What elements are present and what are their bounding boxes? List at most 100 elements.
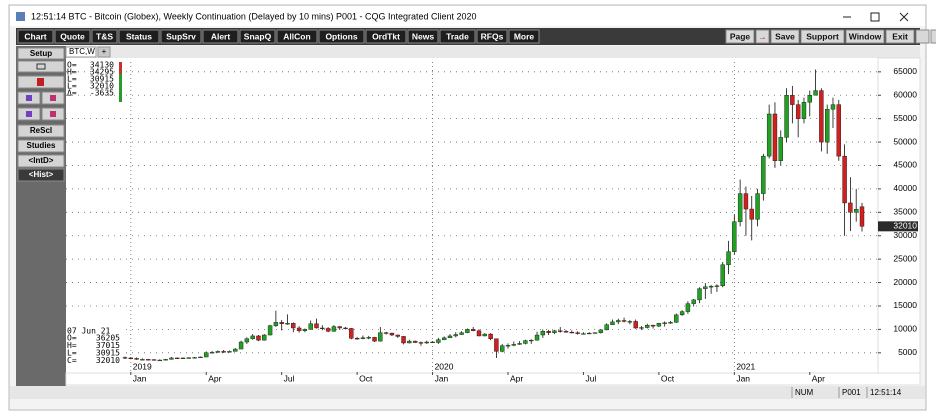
toolbar-button[interactable]: [800, 29, 845, 44]
candle-body: [534, 334, 540, 341]
toolbar-button[interactable]: [508, 29, 540, 44]
toolbar-button[interactable]: [318, 29, 365, 44]
y-tick-label: 40000: [893, 183, 917, 193]
status-item: NUM: [795, 388, 814, 397]
candle-body: [778, 137, 783, 162]
candle-body: [558, 330, 563, 332]
restore-button[interactable]: [915, 29, 930, 44]
candle-body: [616, 320, 621, 323]
candle-body: [650, 324, 656, 327]
toolbar-button[interactable]: [770, 29, 800, 44]
candle-body: [633, 321, 638, 329]
toolbar-button[interactable]: [91, 29, 118, 44]
tab-strip: [66, 46, 920, 58]
toolbar-button[interactable]: [845, 29, 885, 44]
y-tick-label: 15000: [893, 300, 917, 310]
status-item: P001: [842, 388, 861, 397]
x-tick-label: Apr: [208, 373, 221, 383]
candle-body: [354, 338, 360, 340]
toolbar-button[interactable]: [476, 29, 508, 44]
toolbar-button[interactable]: [407, 29, 439, 44]
toolbar-button-label: OrdTkt: [372, 31, 400, 41]
candle-body: [766, 113, 772, 157]
candle-body: [697, 288, 702, 301]
candle-body: [523, 340, 528, 344]
toolbar-button[interactable]: [239, 29, 276, 44]
candle-body: [360, 337, 366, 339]
toolbar-button-label: Page: [730, 31, 751, 41]
toolbar-button[interactable]: [885, 29, 915, 44]
candle-body: [801, 102, 807, 119]
bar-date: 07 Jun 21: [67, 327, 111, 336]
candle-body: [598, 329, 604, 333]
candle-body: [842, 155, 847, 204]
help-button[interactable]: [930, 29, 936, 44]
toolbar-button[interactable]: [202, 29, 239, 44]
zoom-in-icon: [26, 95, 32, 101]
y-tick-label: 45000: [893, 160, 917, 170]
toolbar-button[interactable]: [17, 29, 54, 44]
candle-body: [668, 322, 673, 324]
intraday-button[interactable]: [17, 154, 65, 168]
studies-label: Studies: [27, 141, 56, 150]
info-value: 32010: [90, 82, 114, 91]
setup-button[interactable]: [17, 47, 65, 60]
candle-body: [656, 323, 662, 327]
y-tick-label: 55000: [893, 113, 917, 123]
y-tick-label: 25000: [893, 253, 917, 263]
toolbar-button[interactable]: [755, 29, 770, 44]
x-tick-label: Jan: [736, 373, 750, 383]
candle-body: [453, 334, 458, 337]
toolbar-button[interactable]: [54, 29, 91, 44]
bar-info-label: C=: [67, 356, 77, 365]
candle-body: [302, 329, 308, 331]
candle-body: [262, 334, 267, 341]
candle-body: [186, 357, 192, 359]
toolbar-button-label: Quote: [60, 31, 85, 41]
year-label: 2020: [435, 361, 454, 371]
candle-body: [343, 327, 348, 329]
toolbar-button-label: Trade: [446, 31, 469, 41]
candle-body: [180, 357, 186, 359]
candle-body: [430, 341, 435, 344]
x-tick-label: Oct: [359, 373, 373, 383]
toolbar-button[interactable]: [160, 29, 202, 44]
history-button[interactable]: [17, 168, 65, 182]
candle-body: [627, 321, 633, 323]
candle-body: [505, 345, 511, 347]
candle-body: [546, 331, 551, 333]
year-label: 2021: [736, 361, 755, 371]
y-tick-label: 10000: [893, 324, 917, 334]
toolbar-button-label: Save: [775, 31, 795, 41]
status-item: 12:51:14: [870, 388, 902, 397]
toolbar-button[interactable]: [439, 29, 476, 44]
toolbar-button[interactable]: [276, 29, 318, 44]
print-button[interactable]: [17, 60, 65, 73]
toolbar-button[interactable]: [365, 29, 407, 44]
bar-info-label: H=: [67, 341, 77, 350]
volume-indicator: [119, 62, 122, 102]
candle-body: [337, 326, 342, 329]
info-label: Δ=: [67, 89, 77, 98]
bar-info-value: 36205: [96, 334, 120, 343]
candle-body: [279, 322, 284, 324]
candle-body: [679, 311, 685, 316]
toolbar-button[interactable]: [725, 29, 755, 44]
candle-body: [325, 328, 331, 332]
toolbar-button-label: Status: [126, 31, 152, 41]
candle-body: [407, 340, 412, 344]
maximize-button[interactable]: [870, 12, 880, 22]
candle-body: [256, 335, 261, 341]
candle-body: [383, 332, 389, 334]
y-tick-label: 30000: [893, 230, 917, 240]
x-tick-label: Apr: [812, 373, 825, 383]
close-button[interactable]: [899, 12, 909, 22]
candle-body: [708, 286, 714, 288]
chart-tab[interactable]: [65, 46, 97, 58]
candle-body: [163, 359, 168, 361]
add-tab-button[interactable]: [97, 46, 111, 58]
rescale-button[interactable]: [17, 124, 65, 138]
toolbar-button[interactable]: [118, 29, 160, 44]
studies-button[interactable]: [17, 139, 65, 153]
